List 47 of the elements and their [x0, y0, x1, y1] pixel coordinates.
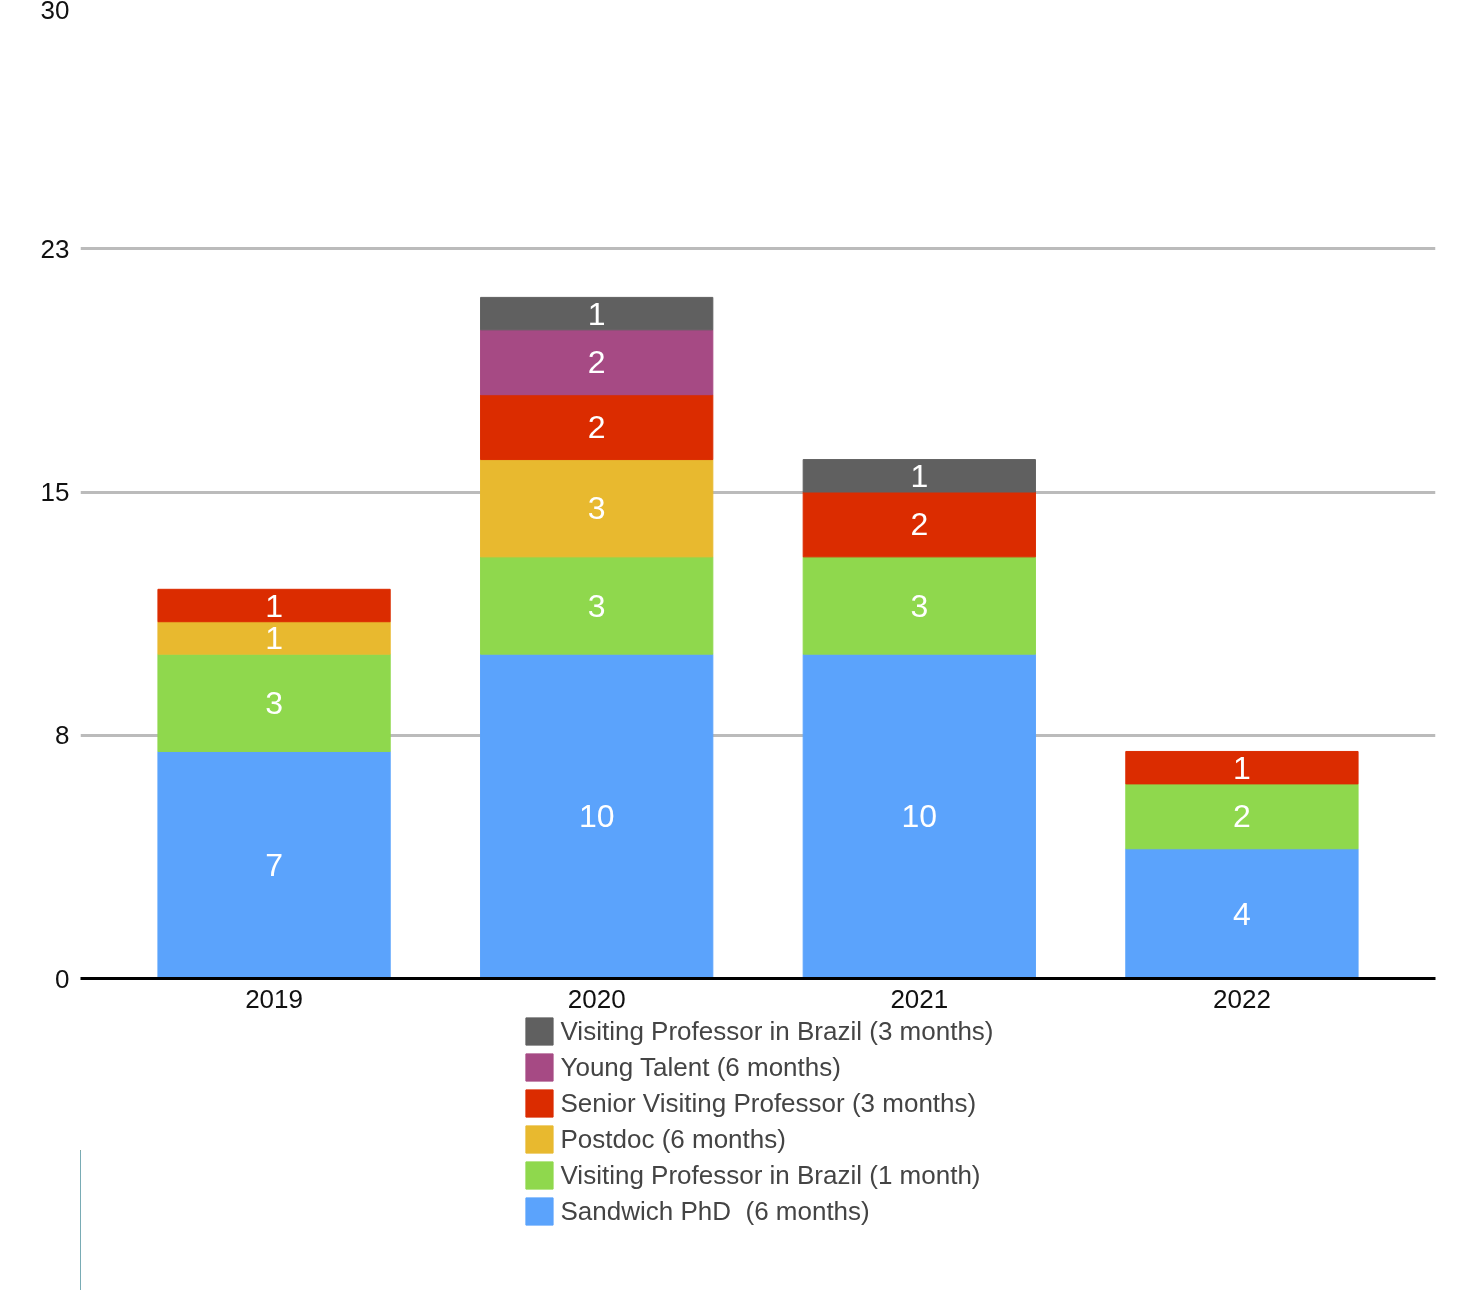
bar — [802, 653, 1036, 979]
data-label: 2 — [910, 506, 929, 543]
data-label: 2 — [587, 344, 606, 381]
legend-label: Visiting Professor in Brazil (1 month) — [560, 1158, 981, 1192]
y-tick-label: 0 — [55, 963, 70, 994]
data-label: 3 — [587, 587, 606, 624]
bar — [480, 394, 714, 461]
y-tick-label: 30 — [40, 0, 70, 25]
y-tick-label: 15 — [40, 477, 70, 507]
data-label: 3 — [265, 684, 283, 721]
bar — [480, 556, 714, 655]
y-tick-label: 8 — [55, 720, 70, 751]
data-label: 1 — [1233, 749, 1251, 786]
bar — [1125, 750, 1359, 785]
bar — [802, 491, 1036, 558]
data-label: 10 — [578, 798, 615, 835]
bar — [480, 653, 714, 979]
x-tick-label: 2020 — [567, 983, 626, 1014]
x-tick-label: 2021 — [890, 983, 949, 1014]
bar — [1125, 848, 1359, 979]
bar — [480, 459, 714, 558]
legend-label: Young Talent (6 months) — [560, 1050, 841, 1084]
data-label: 3 — [910, 587, 929, 624]
bar — [480, 329, 714, 396]
y-tick-label: 23 — [40, 233, 70, 264]
bar — [802, 556, 1036, 655]
data-label: 3 — [587, 490, 606, 527]
data-label: 1 — [587, 295, 606, 332]
data-label: 4 — [1233, 895, 1251, 932]
x-tick-label: 2022 — [1213, 983, 1271, 1014]
legend-label: Senior Visiting Professor (3 months) — [560, 1086, 977, 1120]
bar — [1125, 783, 1359, 850]
data-label: 7 — [265, 846, 283, 883]
x-tick-label: 2019 — [245, 983, 303, 1014]
bar — [802, 459, 1036, 493]
bar — [157, 750, 391, 979]
data-label: 2 — [1233, 798, 1251, 835]
bar — [157, 653, 391, 752]
data-label: 2 — [587, 409, 606, 446]
bar — [480, 296, 714, 331]
legend-label: Sandwich PhD (6 months) — [560, 1194, 870, 1228]
data-label: 10 — [901, 798, 938, 835]
data-label: 1 — [910, 457, 929, 494]
legend-label: Postdoc (6 months) — [560, 1122, 786, 1156]
bar — [157, 621, 391, 655]
legend-label: Visiting Professor in Brazil (3 months) — [560, 1014, 994, 1048]
bar — [157, 588, 391, 623]
